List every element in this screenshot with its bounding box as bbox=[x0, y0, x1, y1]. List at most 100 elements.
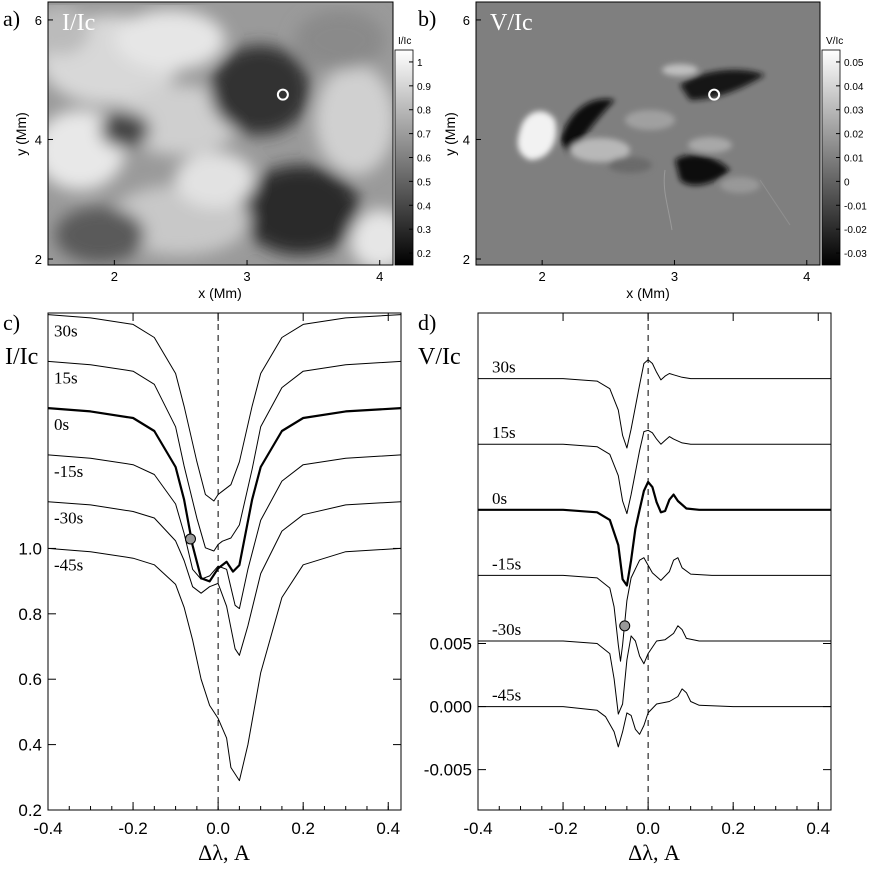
colorbar-tick-label: 0.01 bbox=[844, 154, 864, 165]
colorbar-tick-label: 0.02 bbox=[844, 130, 864, 141]
series-line bbox=[478, 625, 831, 715]
panel-c-series: 30s 15s 0s -15s -30s -45s bbox=[47, 314, 402, 782]
panel-a-colorbar-label: I/Ic bbox=[398, 36, 411, 47]
x-tick-label: 0.4 bbox=[806, 819, 830, 838]
colorbar-tick-label: 0.5 bbox=[417, 177, 431, 188]
x-tick-label: 4 bbox=[803, 269, 810, 284]
series-label: 30s bbox=[54, 322, 78, 341]
x-tick-label: -0.2 bbox=[118, 819, 147, 838]
panel-c: c) I/Ic 30s 15s 0s -15s -30s -45s -0.4 -0.2 0.0… bbox=[3, 310, 402, 865]
panel-b-title: V/Ic bbox=[490, 10, 533, 36]
colorbar-tick-label: 0.7 bbox=[417, 130, 431, 141]
y-tick-label: 2 bbox=[35, 252, 42, 267]
colorbar-tick-label: -0.01 bbox=[844, 201, 867, 212]
series-label: -15s bbox=[492, 554, 521, 573]
series-label: -30s bbox=[492, 620, 521, 639]
colorbar-tick-label: 1 bbox=[417, 58, 423, 69]
x-tick-label: 3 bbox=[243, 269, 250, 284]
series-label: -45s bbox=[54, 555, 83, 574]
series-line bbox=[478, 359, 831, 449]
panel-a-location-marker bbox=[276, 88, 289, 101]
series-label: 15s bbox=[54, 368, 78, 387]
panel-a-frame bbox=[47, 1, 394, 266]
y-tick-label: 2 bbox=[463, 252, 470, 267]
panel-a-y-label: y (Mm) bbox=[13, 112, 29, 156]
panel-a: a) I/Ic 2 3 4 2 4 6 x (Mm) bbox=[3, 1, 431, 301]
panel-a-title: I/Ic bbox=[62, 10, 95, 36]
panel-a-intensity-map bbox=[48, 2, 393, 265]
y-tick-label: -0.005 bbox=[424, 761, 472, 780]
series-line bbox=[478, 429, 831, 515]
colorbar-tick-label: 0.2 bbox=[417, 249, 431, 260]
panel-d-x-label: Δλ, A bbox=[628, 840, 680, 865]
colorbar-tick-label: 0.3 bbox=[417, 225, 431, 236]
panel-b-x-ticks: 2 3 4 bbox=[539, 260, 810, 284]
panel-a-label: a) bbox=[3, 6, 20, 31]
y-tick-label: 6 bbox=[35, 13, 42, 28]
panel-c-x-ticks: -0.4 -0.2 0.0 0.2 0.4 bbox=[33, 313, 400, 838]
panel-c-y-ticks: 1.0 0.8 0.6 0.4 0.2 bbox=[18, 539, 401, 820]
y-tick-label: 4 bbox=[35, 132, 42, 147]
series-label: -45s bbox=[492, 686, 521, 705]
panel-d-frame bbox=[477, 312, 832, 811]
panel-c-label: c) bbox=[3, 310, 20, 335]
series-line bbox=[47, 360, 402, 552]
panel-d-point-marker bbox=[619, 620, 631, 632]
panel-b-polarization-map bbox=[476, 2, 820, 265]
panel-c-frame bbox=[47, 312, 402, 811]
colorbar-tick-label: 0.04 bbox=[844, 82, 864, 93]
series-label: 15s bbox=[492, 423, 516, 442]
panel-c-point-marker bbox=[184, 533, 196, 545]
colorbar-tick-label: 0.9 bbox=[417, 82, 431, 93]
panel-b-y-label: y (Mm) bbox=[442, 112, 458, 156]
colorbar-tick-label: 0.03 bbox=[844, 106, 864, 117]
panel-b-colorbar-ticks: 0.05 0.04 0.03 0.02 0.01 0 -0.01 -0.02 -0.03 bbox=[836, 58, 867, 260]
series-line bbox=[478, 557, 831, 662]
panel-c-y-label: I/Ic bbox=[5, 344, 38, 370]
panel-b-location-marker bbox=[708, 88, 721, 101]
panel-d-y-ticks: 0.005 0.000 -0.005 bbox=[424, 634, 831, 780]
panel-b-y-ticks: 2 4 6 bbox=[463, 13, 481, 267]
y-tick-label: 0.4 bbox=[18, 736, 42, 755]
y-tick-label: 0.000 bbox=[429, 698, 472, 717]
series-line bbox=[47, 501, 402, 656]
panel-a-colorbar-ticks: 1 0.9 0.8 0.7 0.6 0.5 0.4 0.3 0.2 bbox=[409, 58, 431, 260]
x-tick-label: 0.0 bbox=[636, 819, 660, 838]
panel-a-x-label: x (Mm) bbox=[198, 285, 242, 301]
panel-c-x-label: Δλ, A bbox=[198, 840, 250, 865]
series-label: 0s bbox=[54, 415, 69, 434]
y-tick-label: 4 bbox=[463, 132, 470, 147]
series-line bbox=[47, 314, 402, 502]
panel-d-y-label: V/Ic bbox=[418, 344, 461, 370]
y-tick-label: 0.8 bbox=[18, 605, 42, 624]
y-tick-label: 1.0 bbox=[18, 539, 42, 558]
x-tick-label: 3 bbox=[671, 269, 678, 284]
colorbar-tick-label: 0.6 bbox=[417, 154, 431, 165]
x-tick-label: -0.2 bbox=[548, 819, 577, 838]
x-tick-label: -0.4 bbox=[33, 819, 62, 838]
x-tick-label: 0.2 bbox=[291, 819, 315, 838]
panel-b-x-label: x (Mm) bbox=[626, 285, 670, 301]
series-line bbox=[47, 547, 402, 782]
series-label: -30s bbox=[54, 509, 83, 528]
series-line bbox=[47, 454, 402, 610]
panel-a-x-ticks: 2 3 4 bbox=[111, 260, 383, 284]
x-tick-label: -0.4 bbox=[463, 819, 492, 838]
colorbar-tick-label: 0.8 bbox=[417, 106, 431, 117]
x-tick-label: 0.0 bbox=[206, 819, 230, 838]
series-line bbox=[478, 688, 831, 748]
x-tick-label: 0.2 bbox=[721, 819, 745, 838]
series-line bbox=[47, 407, 402, 583]
x-tick-label: 0.4 bbox=[376, 819, 400, 838]
panel-a-y-ticks: 2 4 6 bbox=[35, 13, 53, 267]
panel-d-series: 30s 15s 0s -15s -30s -45s bbox=[478, 358, 831, 748]
y-tick-label: 6 bbox=[463, 13, 470, 28]
series-line bbox=[478, 480, 831, 587]
panel-b: b) V/Ic 2 3 4 2 4 6 x (Mm) y (Mm) bbox=[418, 1, 867, 301]
x-tick-label: 2 bbox=[111, 269, 118, 284]
panel-d: d) V/Ic 30s 15s 0s -15s -30s -45s -0.4 -0.2 0.0… bbox=[418, 310, 832, 865]
colorbar-tick-label: -0.02 bbox=[844, 225, 867, 236]
y-tick-label: 0.2 bbox=[18, 801, 42, 820]
colorbar-tick-label: -0.03 bbox=[844, 249, 867, 260]
